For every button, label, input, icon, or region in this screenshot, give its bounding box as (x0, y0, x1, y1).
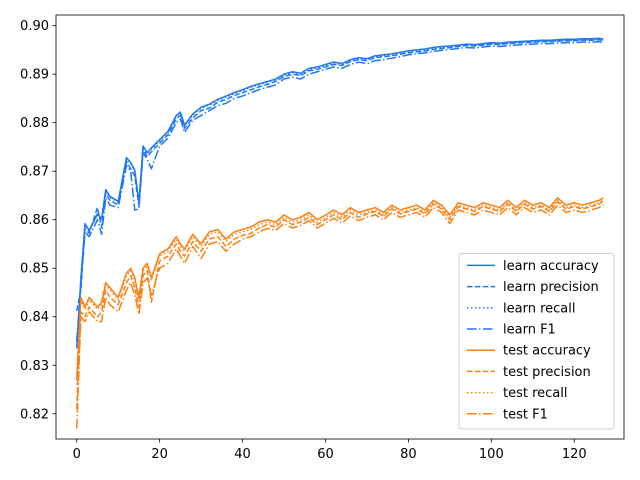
x-tick-label: 40 (234, 447, 251, 462)
legend-label: test accuracy (503, 344, 591, 359)
y-tick-label: 0.82 (20, 407, 49, 422)
series-line-learn-precision (75, 38, 604, 312)
y-tick-label: 0.83 (20, 359, 49, 374)
legend-label: learn accuracy (503, 259, 599, 274)
x-tick-label: 0 (73, 447, 81, 462)
legend-label: learn recall (503, 301, 575, 316)
y-tick-label: 0.89 (20, 68, 49, 83)
x-tick-label: 20 (151, 447, 168, 462)
series-line-learn-recall (75, 38, 604, 346)
legend-label: test F1 (503, 407, 548, 422)
legend-label: learn F1 (503, 323, 556, 338)
series-layer (75, 37, 604, 429)
plot-frame (55, 14, 625, 440)
legend-box (458, 252, 615, 430)
series-line-test-precision (75, 199, 604, 409)
series-line-test-f1 (75, 203, 604, 429)
x-tick-label: 100 (479, 447, 504, 462)
y-axis: 0.82 0.83 0.84 0.85 0.86 0.87 0.88 0.89 0.90 (20, 19, 56, 422)
x-tick-label: 80 (400, 447, 417, 462)
series-line-learn-f1 (75, 40, 604, 342)
y-tick-label: 0.88 (20, 116, 49, 131)
y-tick-label: 0.85 (20, 262, 49, 277)
x-tick-label: 60 (317, 447, 334, 462)
legend: learn accuracy learn precision learn recal… (458, 252, 615, 430)
y-tick-label: 0.90 (20, 19, 49, 34)
legend-label: learn precision (503, 280, 599, 295)
y-tick-label: 0.87 (20, 165, 49, 180)
y-tick-label: 0.84 (20, 310, 49, 325)
x-axis: 0 20 40 60 80 100 120 (73, 439, 587, 462)
y-tick-label: 0.86 (20, 213, 49, 228)
x-tick-label: 120 (562, 447, 587, 462)
legend-label: test recall (503, 386, 568, 401)
legend-label: test precision (503, 365, 591, 380)
